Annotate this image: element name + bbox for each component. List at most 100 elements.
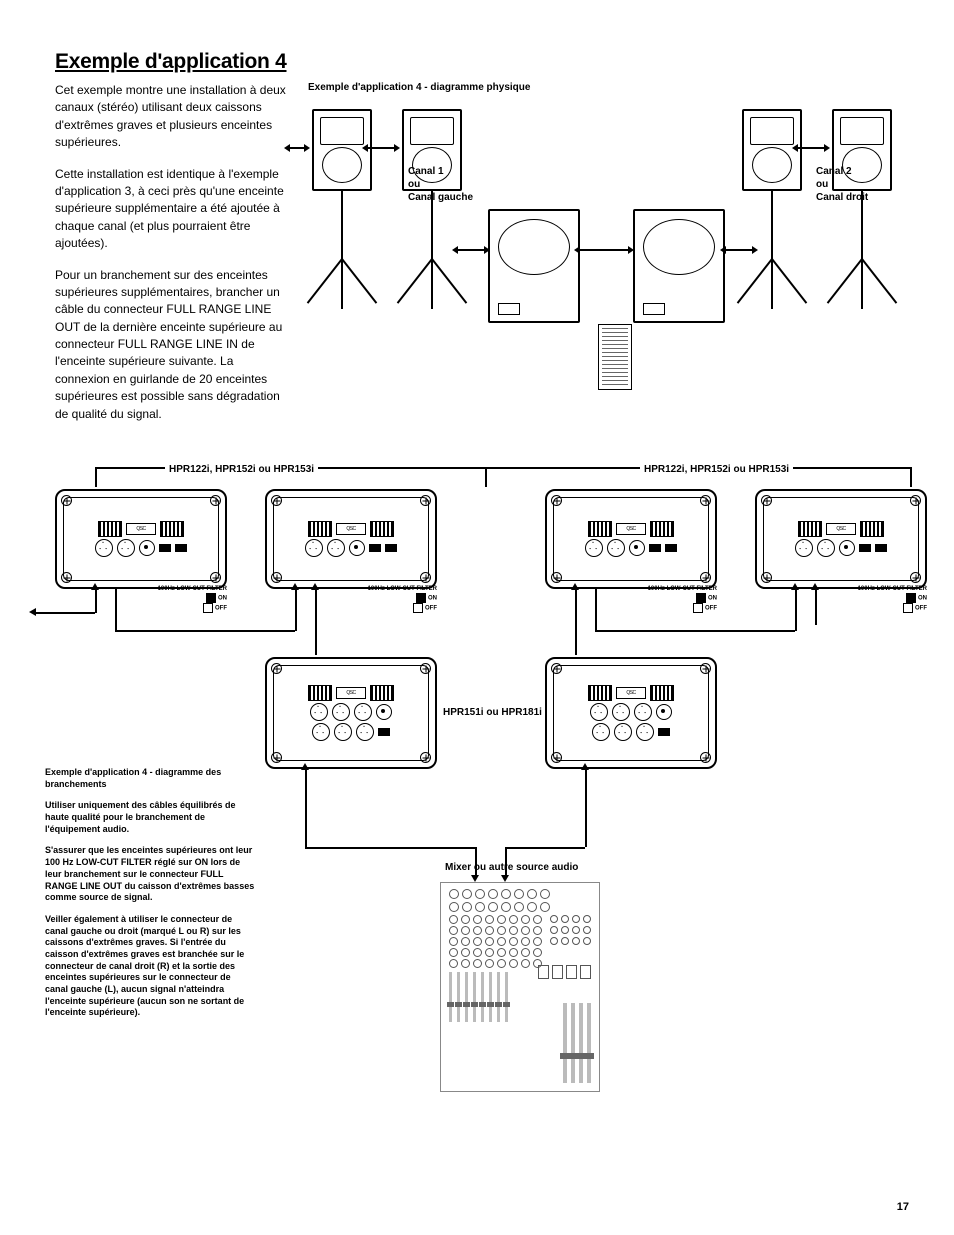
arrowhead-icon [581, 763, 589, 770]
brand-label: QSC [616, 523, 646, 535]
brand-label: QSC [336, 687, 366, 699]
mixer-diagram [440, 882, 600, 1092]
wire [575, 589, 577, 655]
subwoofer-icon [488, 209, 580, 323]
wire [595, 630, 795, 632]
page: Exemple d'application 4 Cet exemple mont… [0, 0, 954, 1235]
mixer-jack-row [449, 889, 591, 899]
mixer-knob-row [449, 948, 591, 957]
intro-p3: Pour un branchement sur des enceintes su… [55, 267, 290, 424]
tripod-icon [308, 191, 376, 311]
amp-panel: QSC 100Hz LOW-CUT FILTER ON OFF [55, 489, 227, 589]
arrowhead-icon [91, 583, 99, 590]
subwoofer-icon [633, 209, 725, 323]
wire [295, 589, 297, 631]
brand-label: QSC [826, 523, 856, 535]
wire [795, 589, 797, 631]
ch2-l1: Canal 2 [816, 166, 852, 177]
wire [315, 589, 317, 655]
physical-caption: Exemple d'application 4 - diagramme phys… [308, 82, 909, 93]
wire [115, 589, 117, 631]
filter-label: 100Hz LOW-CUT FILTER ON OFF [648, 586, 717, 613]
mixer-icon [598, 324, 632, 390]
channel1-label: Canal 1 ou Canal gauche [408, 165, 473, 204]
arrowhead-icon [301, 763, 309, 770]
speaker-stand-1 [308, 109, 376, 311]
wire [595, 589, 597, 631]
mixer-label: Mixer ou autre source audio [445, 862, 578, 873]
arrowhead-icon [571, 583, 579, 590]
intro-p2: Cette installation est identique à l'exe… [55, 166, 290, 253]
arrow-icon [366, 147, 396, 149]
filter-label: 100Hz LOW-CUT FILTER ON OFF [858, 586, 927, 613]
tripod-icon [738, 191, 806, 311]
intro-column: Cet exemple montre une installation à de… [55, 82, 290, 437]
arrowhead-icon [501, 875, 509, 882]
arrowhead-icon [291, 583, 299, 590]
sub-panel: QSC [545, 657, 717, 769]
arrow-icon [724, 249, 754, 251]
mixer-button-block [538, 965, 591, 979]
speaker-stand-2 [398, 109, 466, 311]
panel-inner: QSC [273, 497, 429, 581]
speaker-stand-3 [738, 109, 806, 311]
arrow-icon [456, 249, 486, 251]
sub-panel: QSC [265, 657, 437, 769]
arrowhead-icon [811, 583, 819, 590]
ch1-l3: Canal gauche [408, 192, 473, 203]
frame-line [485, 467, 487, 487]
panel-inner: QSC [553, 665, 709, 761]
ch1-l1: Canal 1 [408, 166, 444, 177]
page-number: 17 [897, 1201, 909, 1213]
mixer-aux-block [550, 915, 591, 945]
wire [815, 589, 817, 625]
tripod-icon [828, 191, 896, 311]
top-panel-label-right: HPR122i, HPR152i ou HPR153i [640, 464, 793, 475]
top-panel-label-left: HPR122i, HPR152i ou HPR153i [165, 464, 318, 475]
wire [585, 769, 587, 847]
intro-p1: Cet exemple montre une installation à de… [55, 82, 290, 152]
connection-diagram: HPR122i, HPR152i ou HPR153i HPR122i, HPR… [55, 467, 909, 1117]
wire [115, 630, 295, 632]
side-p2: S'assurer que les enceintes supérieures … [45, 845, 255, 903]
physical-diagram: Canal 1 ou Canal gauche Canal 2 ou Canal… [308, 99, 908, 419]
ch2-l3: Canal droit [816, 192, 868, 203]
channel2-label: Canal 2 ou Canal droit [816, 165, 868, 204]
panel-inner: QSC [553, 497, 709, 581]
brand-label: QSC [126, 523, 156, 535]
side-p3: Veiller également à utiliser le connecte… [45, 914, 255, 1019]
arrowhead-icon [791, 583, 799, 590]
arrowhead-icon [471, 875, 479, 882]
panel-inner: QSC [763, 497, 919, 581]
arrowhead-icon [311, 583, 319, 590]
panel-inner: QSC [63, 497, 219, 581]
arrow-icon [578, 249, 630, 251]
brand-label: QSC [616, 687, 646, 699]
amp-panel: QSC 100Hz LOW-CUT FILTER ON OFF [755, 489, 927, 589]
amp-panel: QSC 100Hz LOW-CUT FILTER ON OFF [265, 489, 437, 589]
filter-label: 100Hz LOW-CUT FILTER ON OFF [368, 586, 437, 613]
wire [305, 847, 475, 849]
ch1-l2: ou [408, 179, 420, 190]
wire [95, 589, 97, 613]
page-title: Exemple d'application 4 [55, 50, 909, 74]
sub-panel-label: HPR151i ou HPR181i [443, 707, 542, 718]
arrow-icon [288, 147, 306, 149]
wire [505, 847, 585, 849]
mixer-jack-row [449, 902, 591, 912]
mixer-master-faders [563, 1003, 591, 1083]
frame-line [95, 467, 97, 487]
arrow-icon [796, 147, 826, 149]
side-notes: Exemple d'application 4 - diagramme des … [45, 767, 255, 1029]
arrowhead-icon [29, 608, 36, 616]
side-p1: Utiliser uniquement des câbles équilibré… [45, 800, 255, 835]
ch2-l2: ou [816, 179, 828, 190]
side-title: Exemple d'application 4 - diagramme des … [45, 767, 255, 790]
filter-label: 100Hz LOW-CUT FILTER ON OFF [158, 586, 227, 613]
physical-diagram-column: Exemple d'application 4 - diagramme phys… [308, 82, 909, 437]
wire [35, 612, 95, 614]
amp-panel: QSC 100Hz LOW-CUT FILTER ON OFF [545, 489, 717, 589]
wire [305, 769, 307, 847]
speaker-stand-4 [828, 109, 896, 311]
frame-line [910, 467, 912, 487]
